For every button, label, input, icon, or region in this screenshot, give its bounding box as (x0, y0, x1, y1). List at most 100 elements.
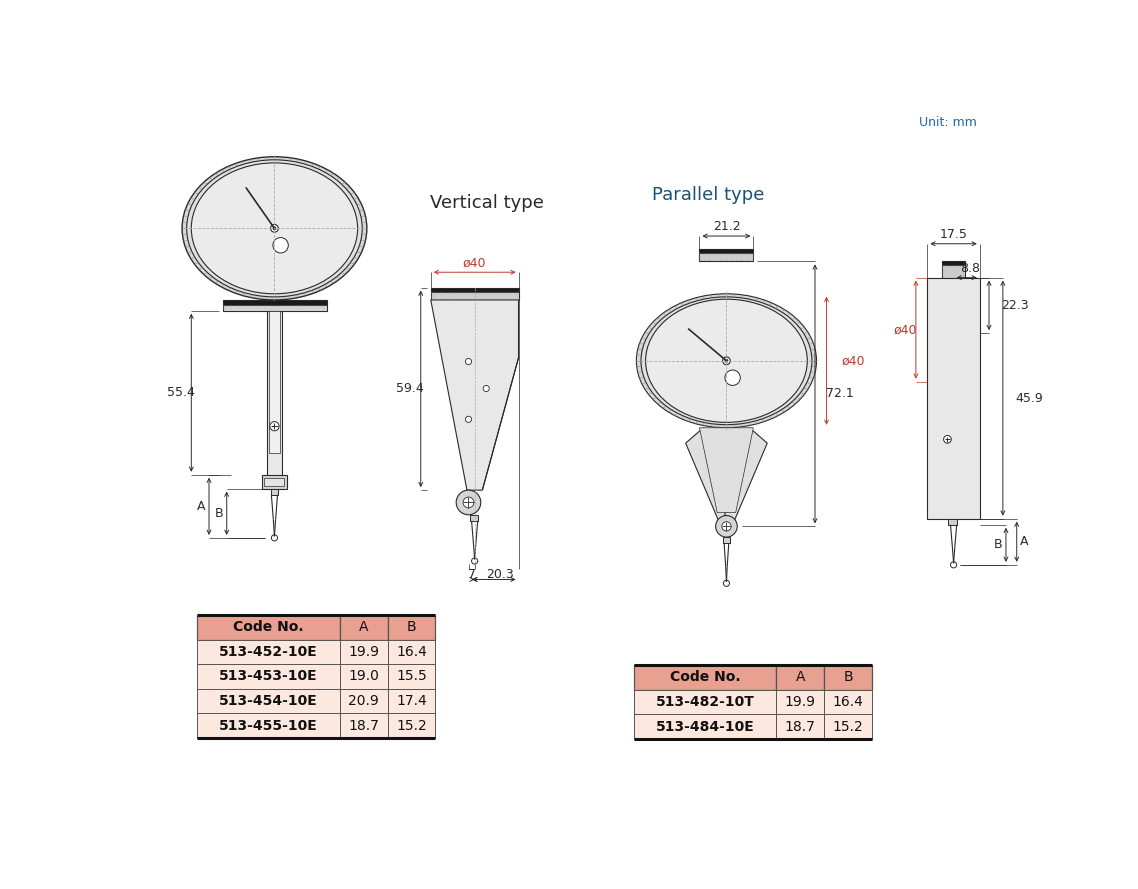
Text: 513-455-10E: 513-455-10E (220, 719, 318, 733)
Bar (264, 477, 284, 485)
Text: 15.5: 15.5 (396, 669, 427, 684)
Text: B: B (215, 507, 223, 520)
Text: Unit: mm: Unit: mm (918, 116, 976, 129)
Text: 21.2: 21.2 (712, 220, 740, 233)
Polygon shape (685, 428, 731, 530)
Text: B: B (406, 621, 417, 634)
Bar (340, 639, 388, 664)
Bar (948, 518, 957, 525)
Circle shape (723, 356, 731, 364)
Bar (223, 305, 327, 311)
Circle shape (725, 359, 728, 363)
Text: 17.5: 17.5 (940, 228, 967, 241)
Bar (198, 639, 340, 664)
Bar (431, 292, 519, 300)
Circle shape (484, 386, 489, 391)
Text: 513-452-10E: 513-452-10E (220, 645, 318, 659)
Bar (431, 288, 519, 292)
Bar (388, 639, 436, 664)
Bar (470, 515, 478, 521)
Text: 22.3: 22.3 (1001, 299, 1029, 312)
Bar (776, 690, 824, 714)
Text: 15.2: 15.2 (396, 719, 427, 733)
Text: 72.1: 72.1 (826, 388, 854, 400)
Circle shape (271, 535, 278, 541)
Bar (340, 714, 388, 738)
Bar (388, 689, 436, 714)
Text: 8.8: 8.8 (959, 262, 980, 275)
Text: 15.2: 15.2 (833, 719, 864, 733)
Text: 18.7: 18.7 (348, 719, 379, 733)
Text: 513-454-10E: 513-454-10E (220, 694, 318, 709)
Circle shape (471, 558, 478, 564)
Text: 16.4: 16.4 (833, 695, 864, 709)
Ellipse shape (645, 300, 807, 422)
Text: A: A (795, 670, 805, 685)
Ellipse shape (636, 293, 817, 428)
Bar (198, 689, 340, 714)
Text: ø40: ø40 (842, 355, 865, 367)
Bar (198, 615, 340, 639)
Circle shape (721, 522, 731, 531)
Bar (266, 311, 282, 484)
Bar (776, 665, 824, 690)
Bar (262, 475, 287, 489)
Bar (824, 714, 872, 739)
Text: A: A (1020, 535, 1029, 549)
Text: ø40: ø40 (893, 323, 917, 336)
Circle shape (270, 421, 279, 431)
Text: 59.4: 59.4 (396, 382, 423, 396)
Text: 17.4: 17.4 (396, 694, 427, 709)
Circle shape (271, 225, 279, 232)
Bar (340, 689, 388, 714)
Circle shape (724, 581, 729, 587)
Text: B: B (993, 539, 1003, 551)
Bar (942, 260, 965, 265)
Text: 20.3: 20.3 (487, 567, 514, 581)
Text: Code No.: Code No. (670, 670, 741, 685)
Circle shape (273, 237, 288, 253)
Circle shape (943, 436, 951, 444)
Text: 513-484-10E: 513-484-10E (655, 719, 754, 733)
Text: Parallel type: Parallel type (652, 186, 764, 204)
Bar (634, 690, 776, 714)
Circle shape (465, 358, 471, 364)
Polygon shape (700, 428, 753, 512)
Polygon shape (431, 300, 519, 490)
Bar (198, 714, 340, 738)
Bar (223, 300, 327, 305)
Text: 513-482-10T: 513-482-10T (655, 695, 754, 709)
Text: 19.9: 19.9 (785, 695, 816, 709)
Ellipse shape (182, 156, 366, 300)
Text: Code No.: Code No. (233, 621, 304, 634)
Polygon shape (723, 428, 767, 530)
Text: 19.0: 19.0 (348, 669, 379, 684)
Ellipse shape (187, 160, 362, 297)
Circle shape (273, 227, 277, 230)
Bar (388, 714, 436, 738)
Text: 19.9: 19.9 (348, 645, 379, 659)
Bar (776, 714, 824, 739)
Text: 513-453-10E: 513-453-10E (220, 669, 318, 684)
Bar (340, 615, 388, 639)
Bar (700, 253, 753, 261)
Bar (634, 714, 776, 739)
Circle shape (950, 562, 957, 568)
Bar (388, 664, 436, 689)
Ellipse shape (641, 297, 811, 425)
Ellipse shape (191, 163, 357, 293)
Bar (700, 249, 753, 253)
Bar (340, 664, 388, 689)
Text: 20.9: 20.9 (348, 694, 379, 709)
Circle shape (456, 490, 481, 515)
Text: A: A (197, 500, 206, 513)
Bar (927, 277, 980, 518)
Bar (388, 615, 436, 639)
Circle shape (465, 416, 471, 422)
Circle shape (716, 516, 737, 537)
Bar (824, 690, 872, 714)
Text: Vertical type: Vertical type (430, 194, 544, 212)
Bar (271, 489, 279, 495)
Circle shape (725, 370, 741, 386)
Text: ø40: ø40 (463, 257, 486, 269)
